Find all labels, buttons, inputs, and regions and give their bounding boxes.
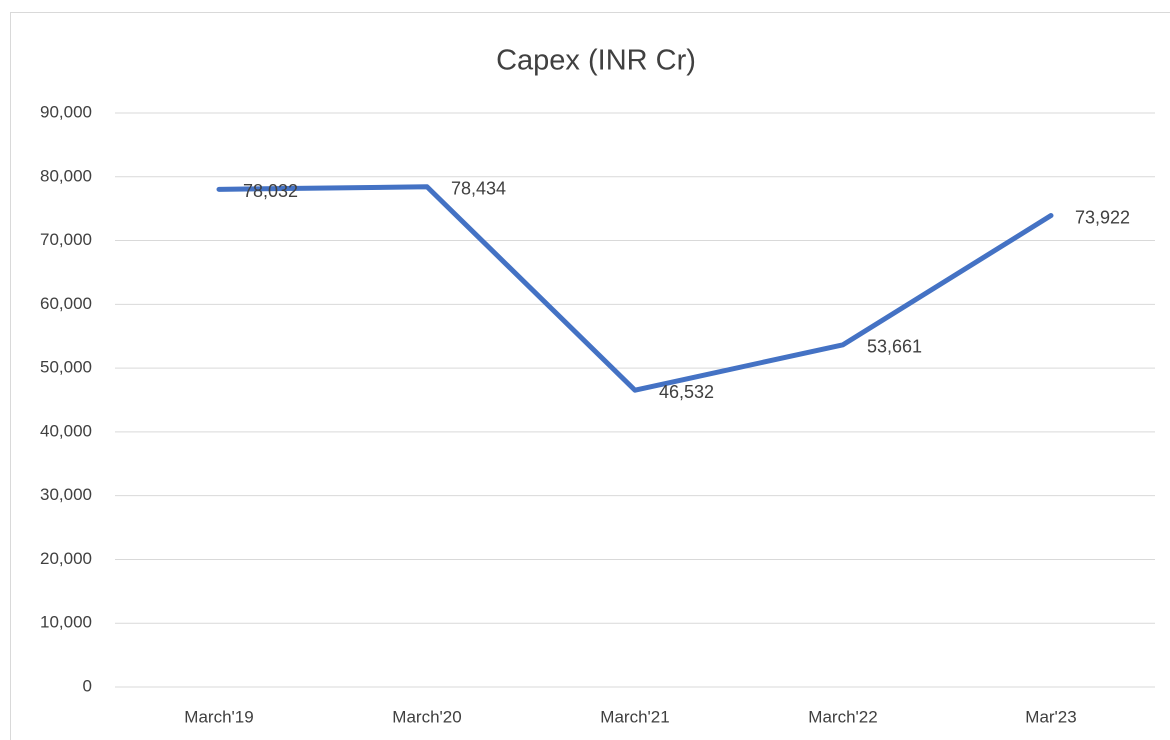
data-label: 78,434 xyxy=(451,179,506,199)
y-tick-label: 60,000 xyxy=(40,294,92,313)
y-tick-label: 70,000 xyxy=(40,230,92,249)
data-label: 46,532 xyxy=(659,382,714,402)
x-tick-label: March'20 xyxy=(392,707,461,726)
chart-title: Capex (INR Cr) xyxy=(496,45,696,77)
y-tick-label: 20,000 xyxy=(40,549,92,568)
x-tick-label: March'19 xyxy=(184,707,253,726)
x-tick-label: March'22 xyxy=(808,707,877,726)
x-tick-label: Mar'23 xyxy=(1025,707,1076,726)
data-label: 53,661 xyxy=(867,337,922,357)
data-line xyxy=(216,184,1054,393)
y-tick-label: 10,000 xyxy=(40,613,92,632)
y-tick-label: 30,000 xyxy=(40,485,92,504)
y-tick-label: 40,000 xyxy=(40,421,92,440)
chart-frame xyxy=(10,12,1170,740)
y-tick-label: 0 xyxy=(83,676,92,695)
y-tick-label: 50,000 xyxy=(40,358,92,377)
data-label: 78,032 xyxy=(243,181,298,201)
y-tick-label: 90,000 xyxy=(40,102,92,121)
y-tick-label: 80,000 xyxy=(40,166,92,185)
x-tick-label: March'21 xyxy=(600,707,669,726)
data-label: 73,922 xyxy=(1075,207,1130,227)
